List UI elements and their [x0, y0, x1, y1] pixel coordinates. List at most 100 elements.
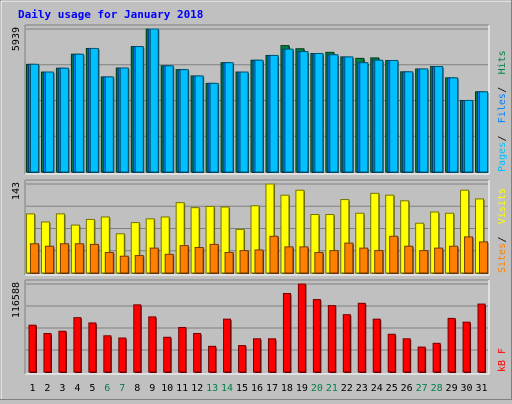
x-tick-label: 13: [206, 383, 218, 394]
legend-separator: /: [497, 135, 508, 141]
bar-pages: [149, 28, 160, 173]
bar-pages: [194, 75, 205, 173]
bar-kb-f: [297, 283, 307, 373]
bar-sites: [149, 247, 160, 274]
legend: Sites / Visits: [497, 188, 508, 273]
x-tick-label: 25: [386, 383, 398, 394]
bar-sites: [434, 247, 444, 274]
bar-sites: [44, 245, 55, 274]
bar: [223, 318, 232, 373]
bar-pages: [404, 71, 414, 173]
bar: [149, 247, 159, 274]
bar: [299, 246, 309, 274]
bar-pages: [239, 71, 250, 173]
x-tick-label: 18: [281, 383, 293, 394]
bar: [282, 293, 291, 373]
bar-pages: [254, 59, 264, 173]
bar: [119, 255, 129, 274]
bar: [89, 243, 99, 274]
bar-kb-f: [253, 338, 262, 373]
bar-kb-f: [372, 318, 382, 373]
bar-pages: [29, 63, 40, 173]
bar: [209, 243, 219, 274]
legend: Pages / Files / Hits: [497, 50, 508, 172]
bar-pages: [479, 91, 489, 173]
bar-sites: [179, 245, 190, 274]
bar-sites: [254, 249, 264, 274]
bar: [134, 46, 144, 173]
x-tick-label: 17: [266, 383, 278, 394]
bar: [28, 324, 37, 373]
bar-pages: [419, 68, 429, 173]
x-tick-label: 27: [416, 383, 428, 394]
x-tick-label: 6: [104, 383, 110, 394]
bar-kb-f: [163, 336, 172, 373]
bar-pages: [74, 53, 85, 173]
y-max-label: 116588: [11, 282, 22, 318]
bar: [402, 338, 411, 373]
bar-pages: [44, 71, 55, 173]
x-tick-label: 5: [89, 383, 95, 394]
bar: [404, 71, 414, 173]
x-tick-label: 20: [311, 383, 323, 394]
x-tick-label: 7: [119, 383, 125, 394]
bar-kb-f: [148, 316, 157, 373]
bar: [449, 245, 459, 274]
bar-kb-f: [208, 345, 217, 373]
bar: [284, 246, 294, 274]
bar: [59, 67, 69, 173]
bar-kb-f: [73, 317, 82, 373]
bar-pages: [59, 67, 70, 173]
bar: [387, 333, 396, 373]
x-tick-label: 4: [74, 383, 80, 394]
bar-sites: [344, 242, 354, 274]
bar: [133, 304, 142, 373]
x-tick-label: 1: [29, 383, 35, 394]
bar: [179, 245, 189, 274]
bar-pages: [329, 54, 339, 173]
bar: [464, 236, 474, 274]
bar: [178, 326, 187, 373]
bar: [329, 250, 339, 274]
x-tick-label: 12: [191, 383, 203, 394]
bar-pages: [284, 48, 294, 173]
bar: [479, 91, 489, 173]
bar: [73, 317, 82, 373]
bar-sites: [329, 250, 339, 274]
bar-sites: [269, 235, 279, 274]
bar: [103, 335, 112, 373]
bar-sites: [239, 250, 250, 274]
bar: [417, 346, 426, 373]
bar: [269, 54, 279, 173]
bar: [374, 59, 384, 173]
bar: [389, 60, 399, 173]
bar-kb-f: [357, 302, 367, 373]
bar: [464, 99, 474, 173]
bar-pages: [374, 59, 384, 173]
bar-sites: [89, 243, 100, 274]
bar: [419, 68, 429, 173]
bar: [89, 47, 99, 173]
bar: [389, 235, 399, 274]
bar-kb-f: [342, 314, 352, 373]
bar-pages: [434, 66, 444, 173]
bar-sites: [404, 245, 414, 274]
bar-kb-f: [58, 330, 67, 373]
bar-sites: [134, 255, 145, 274]
bar: [149, 28, 159, 173]
bar: [312, 299, 321, 373]
bar-pages: [134, 46, 145, 173]
bar: [104, 76, 114, 173]
bar-sites: [389, 235, 399, 274]
bar-sites: [224, 251, 235, 274]
bar-pages: [359, 62, 369, 173]
bar-kb-f: [178, 326, 187, 373]
bar-sites: [59, 243, 70, 274]
x-tick-label: 9: [149, 383, 155, 394]
bar-kb-f: [133, 304, 142, 373]
x-tick-label: 19: [296, 383, 308, 394]
bar: [88, 322, 97, 373]
bar-sites: [119, 255, 130, 274]
